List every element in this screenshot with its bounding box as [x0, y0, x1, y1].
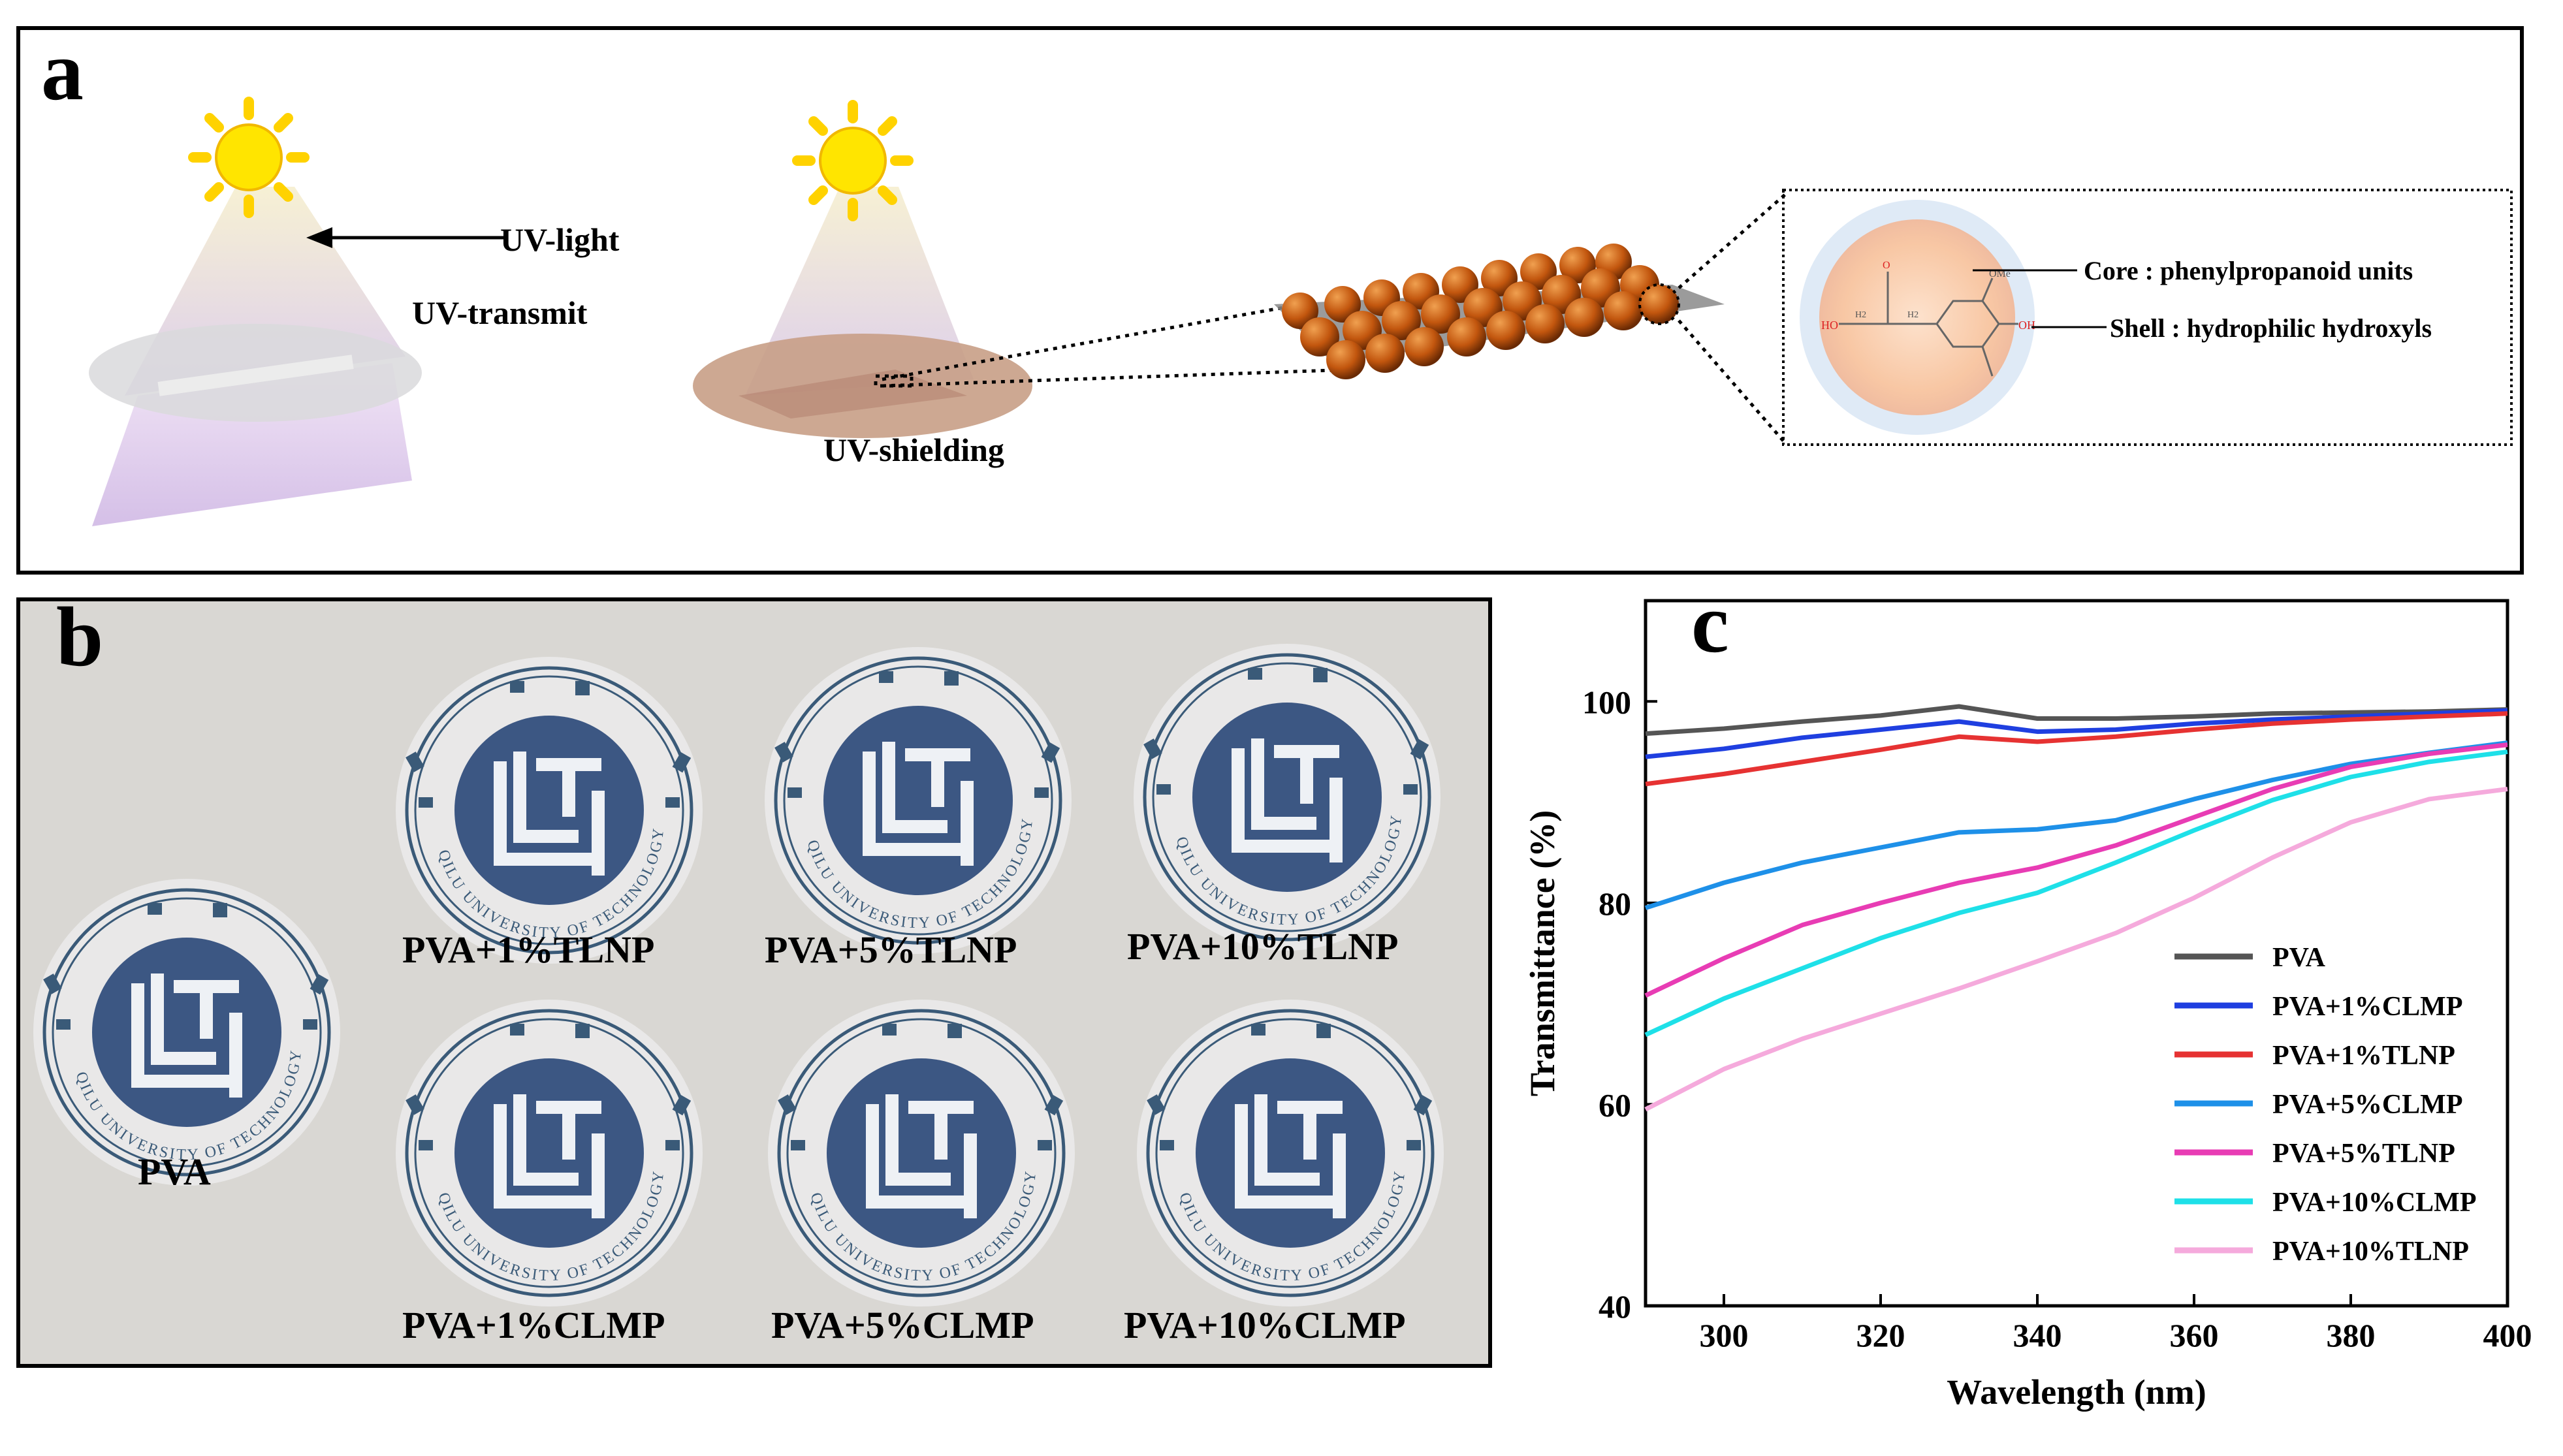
series-line-5	[1644, 749, 2508, 1037]
core-shell-inset-frame	[1782, 189, 2513, 446]
y-tick-label: 40	[1599, 1288, 1631, 1325]
sample-label-pva-5-clmp: PVA+5%CLMP	[771, 1304, 1034, 1346]
sample-pva-1-clmp: QILU UNIVERSITY OF TECHNOLOGY	[392, 996, 706, 1310]
x-tick-label: 320	[1856, 1317, 1905, 1353]
panel-a: UV-light UV-transmit UV-shielding	[16, 24, 2524, 575]
uv-transmit-scene	[89, 187, 422, 526]
sample-label-pva: PVA	[138, 1150, 211, 1193]
x-axis-label: Wavelength (nm)	[1947, 1372, 2206, 1412]
uv-shielding-label: UV-shielding	[823, 432, 1004, 468]
nanoparticle-film	[1274, 244, 1725, 379]
panel-c: 300 320 340 360 380 400 40 60 80 100 PVA PVA+1%CLM…	[1502, 577, 2563, 1453]
university-logo: QILU UNIVERSITY OF TECHNOLOGY	[1134, 996, 1447, 1310]
panel-a-illustration: UV-light UV-transmit UV-shielding	[89, 97, 2513, 526]
sample-pva-5-tlnp: QILU UNIVERSITY OF TECHNOLOGY	[761, 644, 1075, 957]
sample-label-pva-5-tlnp: PVA+5%TLNP	[765, 928, 1017, 971]
university-logo: QILU UNIVERSITY OF TECHNOLOGY	[765, 996, 1078, 1310]
x-tick-label: 360	[2170, 1317, 2219, 1353]
x-tick-label: 400	[2483, 1317, 2532, 1353]
uv-light-label: UV-light	[500, 221, 620, 258]
legend-label: PVA+1%CLMP	[2272, 992, 2462, 1022]
core-label: Core : phenylpropanoid units	[2084, 256, 2413, 285]
series-line-0	[1645, 704, 2508, 736]
legend-label: PVA+10%TLNP	[2272, 1237, 2469, 1267]
sample-pva-5-clmp: QILU UNIVERSITY OF TECHNOLOGY	[765, 996, 1078, 1310]
sample-label-pva-1-clmp: PVA+1%CLMP	[402, 1304, 665, 1346]
legend-label: PVA+10%CLMP	[2272, 1188, 2476, 1218]
panel-c-letter: c	[1691, 577, 1729, 671]
y-tick-label: 80	[1599, 885, 1631, 922]
sample-pva-10-tlnp: QILU UNIVERSITY OF TECHNOLOGY	[1130, 641, 1444, 954]
sample-label-pva-10-clmp: PVA+10%CLMP	[1124, 1304, 1406, 1346]
university-logo: QILU UNIVERSITY OF TECHNOLOGY	[30, 876, 343, 1189]
core-shell-particle: HO OH OMe H2 H2 O	[1800, 200, 2035, 435]
university-logo: QILU UNIVERSITY OF TECHNOLOGY	[761, 644, 1075, 957]
university-logo: QILU UNIVERSITY OF TECHNOLOGY	[392, 996, 706, 1310]
molecule-ho-label: HO	[1821, 319, 1838, 332]
molecule-o-label: O	[1883, 260, 1890, 271]
university-logo: QILU UNIVERSITY OF TECHNOLOGY	[1130, 641, 1444, 954]
series-line-1	[1645, 708, 2508, 759]
plot-frame	[1644, 599, 2509, 1308]
zoom-lines	[874, 306, 1353, 388]
transmittance-chart: 300 320 340 360 380 400 40 60 80 100 PVA PVA+1%CLM…	[1523, 599, 2532, 1412]
legend-label: PVA+1%TLNP	[2272, 1041, 2455, 1071]
series-line-3	[1644, 740, 2508, 910]
zoom-lines-right	[1678, 192, 1788, 446]
series-line-6	[1644, 787, 2508, 1112]
sample-label-pva-1-tlnp: PVA+1%TLNP	[402, 928, 655, 971]
series-line-4	[1644, 742, 2508, 998]
x-tick-label: 300	[1700, 1317, 1749, 1353]
university-logo: QILU UNIVERSITY OF TECHNOLOGY	[392, 654, 706, 967]
shell-label: Shell : hydrophilic hydroxyls	[2110, 313, 2432, 343]
panel-b: QILU UNIVERSITY OF TECHNOLOGY QILU UNIVE…	[16, 597, 1492, 1368]
x-tick-label: 380	[2327, 1317, 2376, 1353]
series-line-2	[1645, 711, 2508, 787]
sample-label-pva-10-tlnp: PVA+10%TLNP	[1127, 925, 1399, 968]
sample-pva-10-clmp: QILU UNIVERSITY OF TECHNOLOGY	[1134, 996, 1447, 1310]
uv-shielding-scene	[693, 187, 1032, 438]
legend-label: PVA	[2272, 943, 2326, 973]
panel-b-letter: b	[56, 597, 104, 684]
sun-icon	[188, 97, 310, 218]
sample-pva: QILU UNIVERSITY OF TECHNOLOGY	[30, 876, 343, 1189]
legend-label: PVA+5%CLMP	[2272, 1090, 2462, 1120]
sample-pva-1-tlnp: QILU UNIVERSITY OF TECHNOLOGY	[392, 654, 706, 967]
uv-light-arrow	[306, 227, 507, 248]
molecule-oh-label: OH	[2018, 319, 2035, 332]
uv-transmit-label: UV-transmit	[412, 294, 588, 331]
molecule-h2b-label: H2	[1907, 310, 1918, 320]
x-tick-label: 340	[2013, 1317, 2062, 1353]
molecule-h2a-label: H2	[1855, 310, 1866, 320]
y-axis-label: Transmittance (%)	[1523, 810, 1562, 1096]
y-tick-label: 60	[1599, 1086, 1631, 1123]
y-tick-label: 100	[1582, 684, 1631, 720]
legend-label: PVA+5%TLNP	[2272, 1139, 2455, 1169]
panel-a-letter: a	[41, 24, 84, 118]
sun-icon	[792, 100, 914, 221]
